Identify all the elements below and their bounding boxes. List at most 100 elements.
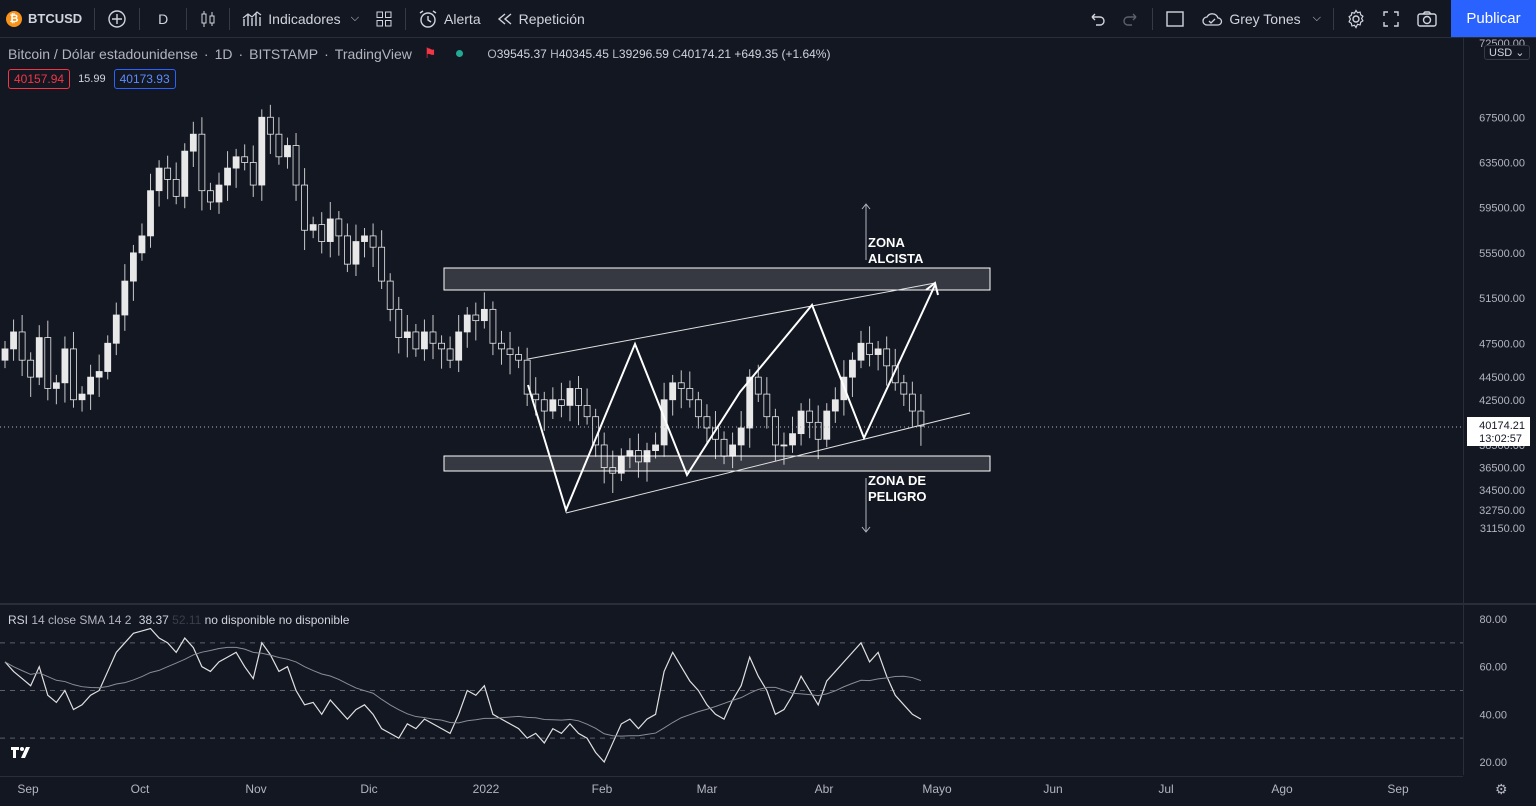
- candle-body: [686, 388, 694, 401]
- plus-circle-icon: [108, 9, 126, 28]
- interval-button[interactable]: D: [144, 0, 182, 37]
- current-price-label-box: [1467, 417, 1530, 446]
- alert-button[interactable]: Alerta: [410, 0, 489, 37]
- cloud-check-icon: [1202, 12, 1223, 26]
- candle-body: [121, 280, 129, 316]
- high-value: 40345.45: [558, 46, 609, 61]
- rsi-tick-label: 20.00: [1479, 757, 1507, 769]
- market-status-dot-icon: [456, 50, 464, 57]
- compare-symbol-button[interactable]: [99, 0, 135, 37]
- candle-body: [301, 184, 309, 231]
- candle-body: [506, 348, 514, 355]
- candle-body: [369, 235, 377, 248]
- fullscreen-button[interactable]: [1374, 0, 1408, 37]
- candle-body: [224, 167, 231, 186]
- arrow-down-icon: [861, 526, 871, 533]
- symbol-full-name: Bitcoin / Dólar estadounidense: [8, 45, 198, 62]
- bid-price[interactable]: 40157.94: [8, 69, 71, 89]
- publish-button[interactable]: Publicar: [1451, 0, 1536, 37]
- chart-type-button[interactable]: [191, 0, 225, 37]
- candle-body: [44, 337, 52, 389]
- channel-lower-line[interactable]: [565, 412, 971, 514]
- layout-select-button[interactable]: [1157, 0, 1193, 37]
- flag-icon[interactable]: ⚑: [423, 45, 437, 61]
- candle-body: [480, 308, 488, 322]
- settings-button[interactable]: [1338, 0, 1374, 37]
- candle-body: [549, 399, 557, 412]
- candle-body: [172, 178, 180, 197]
- candle-body: [438, 342, 445, 350]
- drawings-layer[interactable]: ZONA ALCISTA ZONA DE PELIGRO: [443, 203, 991, 533]
- candle-body: [891, 365, 899, 384]
- snapshot-button[interactable]: [1408, 0, 1446, 37]
- candle-body: [540, 399, 548, 412]
- rsi-sma-line: [4, 646, 922, 737]
- time-tick-label: Feb: [592, 782, 613, 796]
- symbol-legend: Bitcoin / Dólar estadounidense · 1D · BI…: [8, 45, 830, 62]
- danger-zone-rectangle[interactable]: [443, 455, 991, 472]
- time-tick-label: Jun: [1043, 782, 1062, 796]
- time-tick-label: Nov: [245, 782, 266, 796]
- divider: [405, 7, 407, 30]
- candles-icon: [201, 10, 215, 27]
- spread-value: 15.99: [78, 73, 106, 85]
- price-axis[interactable]: [1463, 38, 1536, 775]
- candle-body: [780, 444, 788, 447]
- zigzag-path[interactable]: [527, 284, 936, 513]
- symbol-search[interactable]: ₿ BTCUSD: [0, 0, 90, 37]
- candle-body: [797, 410, 805, 435]
- candle-body: [292, 145, 300, 186]
- legend-separator: ·: [203, 45, 209, 62]
- candle-body: [18, 331, 26, 361]
- bullish-zone-rectangle[interactable]: [443, 267, 991, 291]
- currency-selector[interactable]: USD ⌄: [1484, 45, 1530, 60]
- candle-body: [532, 393, 540, 401]
- candle-body: [147, 190, 154, 237]
- undo-button[interactable]: [1080, 0, 1114, 37]
- candle-body: [266, 116, 274, 135]
- time-axis[interactable]: [0, 776, 1463, 806]
- candle-body: [806, 410, 814, 423]
- rsi-series: [4, 627, 922, 764]
- candle-body: [95, 371, 103, 378]
- candle-body: [1, 348, 9, 361]
- tradingview-logo[interactable]: [10, 745, 34, 763]
- candle-body: [515, 354, 522, 361]
- time-tick-label: Ago: [1271, 782, 1293, 796]
- candle-body: [318, 224, 326, 242]
- low-value: 39296.59: [618, 46, 669, 61]
- indicators-button[interactable]: Indicadores ⌵: [234, 0, 367, 37]
- candle-body: [412, 331, 420, 350]
- candle-body: [677, 382, 685, 389]
- replay-button[interactable]: Repetición: [489, 0, 593, 37]
- indicators-label: Indicadores: [268, 10, 341, 27]
- candle-body: [198, 133, 206, 192]
- candle-body: [626, 450, 634, 457]
- redo-button[interactable]: [1114, 0, 1148, 37]
- theme-button[interactable]: Grey Tones ⌵: [1193, 0, 1329, 37]
- candle-body: [737, 427, 745, 446]
- time-tick-label: Mayo: [922, 782, 952, 796]
- chevron-down-icon: ⌵: [1312, 12, 1321, 24]
- candle-body: [866, 342, 873, 355]
- candle-body: [87, 376, 94, 395]
- candle-body: [232, 156, 240, 169]
- candle-body: [883, 348, 891, 367]
- camera-icon: [1417, 10, 1437, 27]
- candle-body: [575, 388, 582, 406]
- divider: [1333, 7, 1334, 30]
- symbol-label: BTCUSD: [28, 11, 83, 26]
- rewind-icon: [497, 12, 512, 25]
- divider: [139, 7, 141, 30]
- candle-body: [104, 342, 112, 372]
- gear-icon[interactable]: ⚙: [1495, 781, 1508, 797]
- ask-price[interactable]: 40173.93: [113, 69, 176, 89]
- rsi-legend: RSI 14 close SMA 14 2 38.37 52.11 no dis…: [8, 613, 349, 627]
- candle-body: [249, 162, 257, 186]
- legend-separator: ·: [238, 45, 244, 62]
- layouts-button[interactable]: [367, 0, 401, 37]
- candle-body: [772, 416, 779, 446]
- divider: [94, 7, 96, 30]
- channel-upper-line[interactable]: [527, 282, 936, 360]
